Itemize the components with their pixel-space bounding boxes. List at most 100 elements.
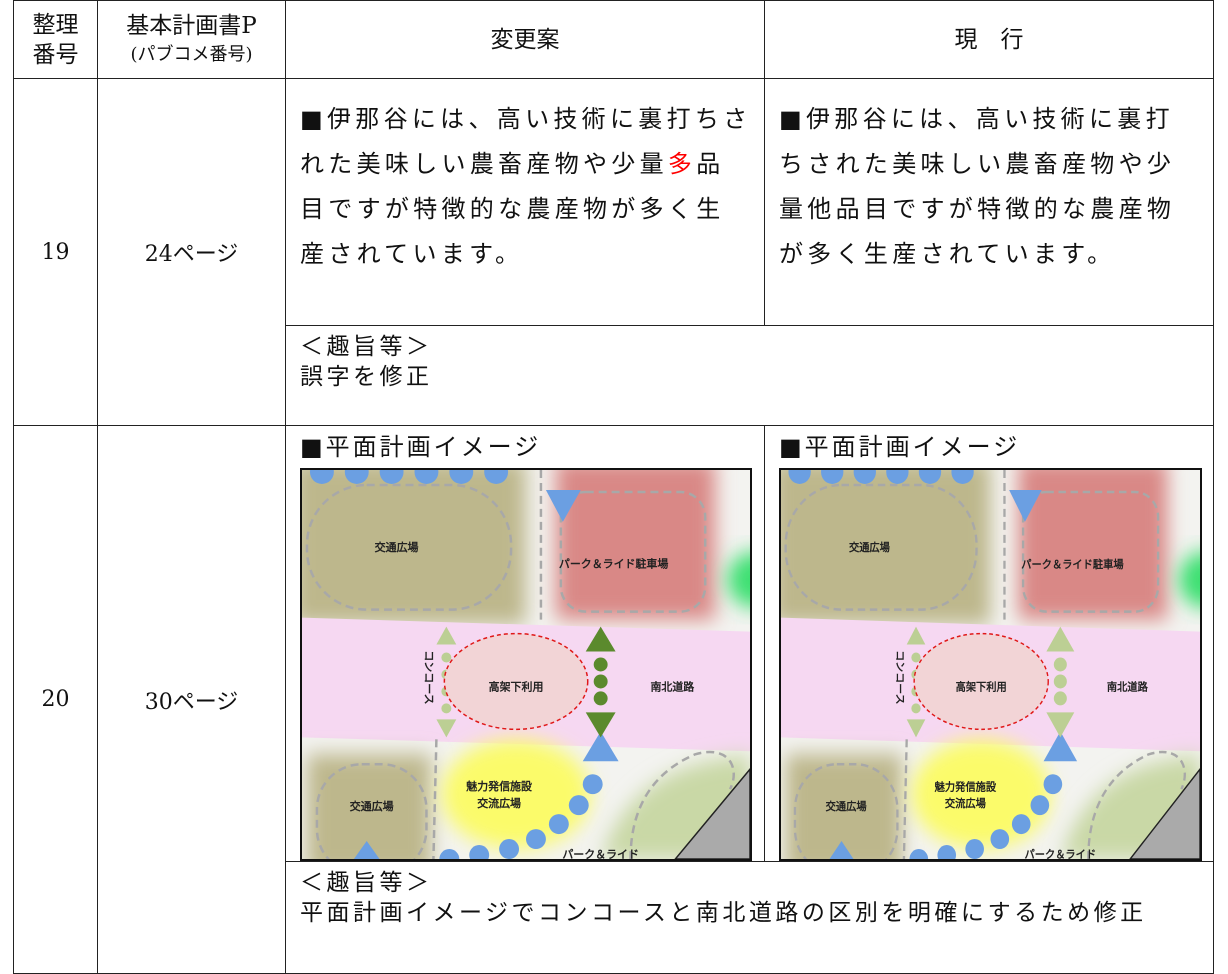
row-number: 20 [13,425,98,974]
zone [1129,768,1200,859]
header-number: 整理 番号 [13,0,98,79]
text: ■伊那谷には、高い技術に裏打ちされた美味しい農畜産物や少量 [300,105,752,178]
zone [555,470,716,620]
path-dot [965,839,984,859]
header-proposed: 変更案 [285,0,765,79]
outline [432,739,438,859]
road-arrow [585,626,616,652]
current-text: ■伊那谷には、高い技術に裏打ちされた美味しい農畜産物や少量他品目ですが特徴的な農… [764,78,1214,326]
path-dot [918,470,942,484]
purpose-heading: ＜趣旨等＞ [300,870,433,896]
zone [911,739,1052,850]
concourse-arrow [906,626,926,645]
text: 品目ですが特徴的な農産物が多く生産されています。 [300,150,725,268]
road-arrow [1046,626,1075,652]
map-label: 交流広場 [945,797,986,810]
purpose: ＜趣旨等＞ 誤字を修正 [285,325,1214,426]
map-label: 南北道路 [1107,680,1148,693]
path-dot [937,845,957,859]
map-label: 交通広場 [849,541,890,554]
map-label: 高架下利用 [956,680,1007,693]
path-arrow [1009,489,1042,522]
zone [674,768,750,859]
map-label: 高架下利用 [489,679,544,693]
purpose-text: 平面計画イメージでコンコースと南北道路の区別を明確にするため修正 [300,900,1147,926]
map-label: 交通広場 [826,800,867,813]
path-dot [1043,774,1063,795]
path-dot [568,795,589,816]
zone [727,552,750,608]
outline [629,750,735,859]
path-arrow [829,841,854,859]
concourse-arrow [906,719,926,738]
road-dot [593,674,608,689]
outline [305,483,513,611]
outline [1087,750,1186,859]
row-page: 24ページ [97,78,286,426]
concourse-arrow [436,719,457,738]
text: 整理 [32,11,79,38]
path-dot [379,470,404,484]
proposed-text: ■伊那谷には、高い技術に裏打ちされた美味しい農畜産物や少量多品目ですが特徴的な農… [285,78,765,326]
map-label: 南北道路 [650,679,695,693]
path-dot [344,470,369,484]
road-dot [1053,657,1067,672]
path-dot [499,839,520,859]
proposed-map-cell: ■平面計画イメージ 交通広場 パーク＆ライド駐車場 コンコース 高架下利用 南北道路 魅力発… [285,425,765,862]
zone [785,754,903,859]
purpose: ＜趣旨等＞ 平面計画イメージでコンコースと南北道路の区別を明確にするため修正 [285,861,1214,974]
map-label: パーク＆ライド [1024,848,1096,861]
path-dot [909,849,929,859]
purpose-row: ＜趣旨等＞ 誤字を修正 [14,325,1214,426]
path-dot [1011,814,1031,835]
header-row: 整理 番号 基本計画書P (パブコメ番号) 変更案 現 行 [13,0,1214,79]
revision-table: 整理 番号 基本計画書P (パブコメ番号) 変更案 現 行 19 24ページ ■伊那… [13,0,1214,974]
path-dot [821,470,844,484]
emphasis: 多 [667,150,697,178]
row-page: 30ページ [97,425,286,974]
road-dot [593,657,608,672]
path-dot [788,470,811,484]
map-label: 交通広場 [375,540,419,554]
zone [1178,552,1200,608]
underpass [913,632,1049,731]
map-heading: ■平面計画イメージ [779,433,1021,461]
outline [559,490,707,613]
map-label: コンコース [422,650,435,704]
concourse-arrow [436,626,457,645]
path-dot [990,829,1010,850]
current-map-cell: ■平面計画イメージ 交通広場 パーク＆ライド駐車場 コンコース 高架下利用 南北道路 魅力発… [764,425,1214,862]
concourse-dot [911,703,921,714]
purpose-row: ＜趣旨等＞ 平面計画イメージでコンコースと南北道路の区別を明確にするため修正 [14,861,1214,974]
header-current: 現 行 [764,0,1214,79]
map-label: 交通広場 [350,799,394,813]
outline [902,739,908,859]
path-dot [582,774,603,795]
path-arrow [353,841,380,859]
path-dot [309,470,334,484]
road-dot [1053,674,1067,689]
path-dot [951,470,974,484]
text: (パブコメ番号) [130,43,253,65]
underpass [443,632,589,731]
outline [784,483,978,611]
path-dot [886,470,909,484]
path-arrow [1043,731,1078,762]
map-label: 交流広場 [477,796,521,810]
concourse-dot [441,703,452,714]
map-label: パーク＆ライド駐車場 [1021,558,1124,571]
header-page: 基本計画書P (パブコメ番号) [97,0,286,79]
zone [302,470,526,625]
map-heading: ■平面計画イメージ [300,433,542,461]
zone [1018,470,1168,620]
road-arrow [1046,712,1075,738]
purpose-heading: ＜趣旨等＞ [300,334,433,360]
path-dot [548,814,569,835]
zone [441,739,591,850]
zone [306,754,432,859]
row-number: 19 [13,78,98,426]
text: 基本計画書P [126,12,257,39]
